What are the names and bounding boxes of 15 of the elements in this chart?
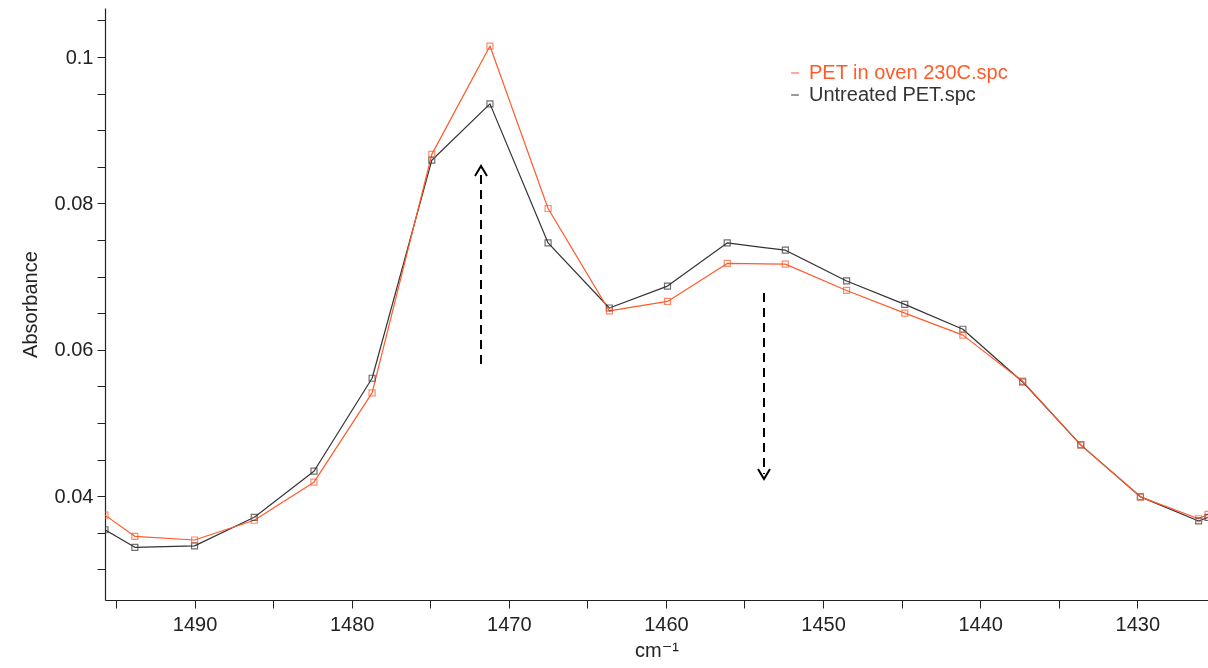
y-tick-label: 0.04 xyxy=(54,484,94,507)
x-tick-label: 1450 xyxy=(801,612,846,635)
x-tick-label: 1470 xyxy=(487,612,532,635)
x-tick-label: 1440 xyxy=(958,612,1003,635)
y-tick-label: 0.08 xyxy=(54,191,94,214)
y-tick-label: 0.1 xyxy=(65,45,94,68)
x-axis-title: cm⁻¹ xyxy=(635,638,680,661)
x-tick-label: 1480 xyxy=(329,612,375,635)
y-axis-title: Absorbance xyxy=(18,251,41,358)
y-tick-label: 0.06 xyxy=(54,338,94,361)
x-tick-label: 1490 xyxy=(172,612,218,635)
x-tick-label: 1430 xyxy=(1115,612,1161,635)
legend-label: Untreated PET.spc xyxy=(809,83,976,105)
legend-label: PET in oven 230C.spc xyxy=(809,61,1008,83)
x-tick-label: 1460 xyxy=(644,612,689,635)
